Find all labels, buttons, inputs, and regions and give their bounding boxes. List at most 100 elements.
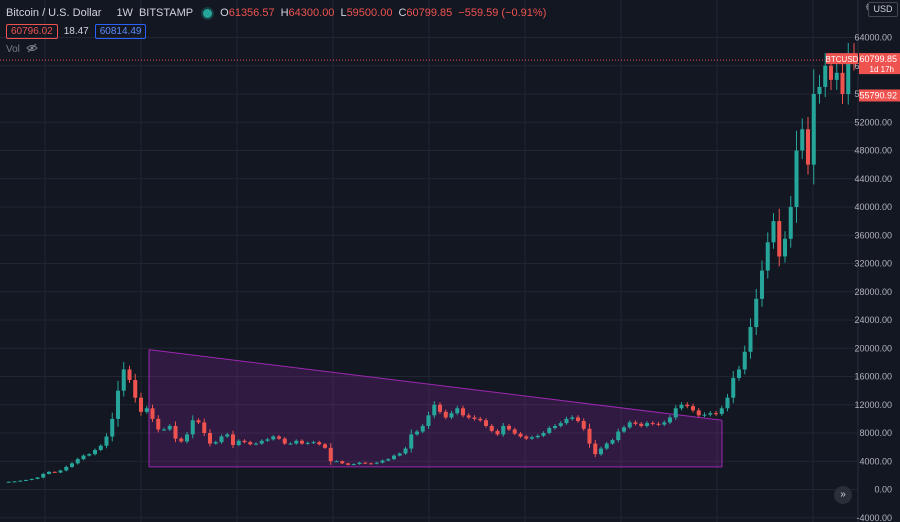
candle-body [719,408,724,414]
candle-body [340,461,345,464]
volume-label[interactable]: Vol [6,43,20,55]
candle-body [397,453,402,456]
price-tick-label: 32000.00 [854,259,892,269]
candle-body [133,380,138,398]
candle-body [518,433,523,437]
candle-body [489,425,494,431]
candle-body [144,408,149,412]
candle-body [506,425,512,430]
candle-body [639,423,644,426]
candle-body [276,436,282,439]
current-price-label: 60799.85 [859,54,897,64]
candle-body [437,404,443,412]
ohlc-low: L59500.00 [340,7,393,19]
candle-body [472,417,477,419]
candle-body [357,462,362,465]
candle-body [98,445,103,450]
candle-body [570,417,575,419]
candle-body [294,440,299,444]
bid-price-button[interactable]: 60796.02 [6,23,58,39]
candle-body [593,443,598,455]
candle-body [524,436,529,439]
candle-body [265,439,270,441]
symbol-name[interactable]: Bitcoin / U.S. Dollar [6,7,102,19]
interval-label[interactable]: 1W [116,7,133,19]
candle-body [368,463,374,465]
eye-hidden-icon[interactable] [26,43,38,56]
candle-body [52,471,57,473]
candle-body [173,425,178,439]
chart-legend: Bitcoin / U.S. Dollar 1W BITSTAMP O61356… [6,4,546,58]
candle-body [667,417,673,423]
candle-body [230,434,236,446]
candle-body [12,481,17,483]
current-symbol-box [826,53,858,65]
candle-body [616,431,621,441]
candle-body [460,408,466,416]
candle-body [299,440,305,444]
candle-body [771,221,776,243]
candle-body [685,404,690,407]
candle-body [541,433,546,436]
candle-body [443,411,448,418]
candlestick-series [6,42,857,483]
candle-body [242,440,247,443]
price-axis-bg [858,0,900,522]
candle-body [179,438,184,442]
candle-body [742,351,747,370]
candle-body [455,408,460,414]
candle-body [207,433,213,444]
currency-button[interactable]: USD [868,2,898,17]
price-tick-label: 64000.00 [854,33,892,43]
candle-body [253,443,259,445]
candle-body [794,150,799,207]
price-tick-label: 36000.00 [854,230,892,240]
candle-body [713,413,719,415]
candle-body [788,207,793,239]
candle-body [811,94,816,165]
candle-body [110,418,115,437]
scroll-to-realtime-button[interactable]: » [834,486,852,504]
candle-body [81,455,86,460]
candle-body [690,406,696,411]
pattern-upper-trendline [148,349,723,421]
candle-body [386,459,391,461]
candle-body [334,461,339,463]
candle-body [288,443,293,445]
candle-body [765,242,770,271]
candle-body [225,434,230,437]
candle-body [311,442,316,444]
candle-body [29,478,34,480]
candle-body [380,460,385,463]
candle-body [64,466,69,471]
candle-body [650,423,655,425]
ask-price-button[interactable]: 60814.49 [94,23,147,39]
candle-body [558,423,563,426]
candle-body [219,436,224,443]
candle-body [702,414,707,416]
candle-body [834,72,839,80]
candle-body [282,438,287,444]
candle-body [271,436,276,440]
candle-body [598,448,604,455]
price-tick-label: 4000.00 [859,456,892,466]
spread-value: 18.47 [63,25,89,37]
candle-body [656,423,661,425]
candle-body [432,404,437,416]
candle-body [305,442,310,444]
chart-grid [0,0,858,522]
candle-body [633,422,638,424]
candle-body [587,428,592,444]
candle-body [449,413,454,418]
candle-body [196,420,201,423]
candle-body [610,440,615,444]
candle-body [840,72,845,94]
price-tick-label: 40000.00 [854,202,892,212]
candle-body [104,436,109,446]
candle-body [426,415,431,426]
candle-body [167,425,172,430]
volume-row: Vol [6,40,546,58]
bar-countdown-label: 1d 17h [870,65,894,74]
candle-body [403,448,408,454]
